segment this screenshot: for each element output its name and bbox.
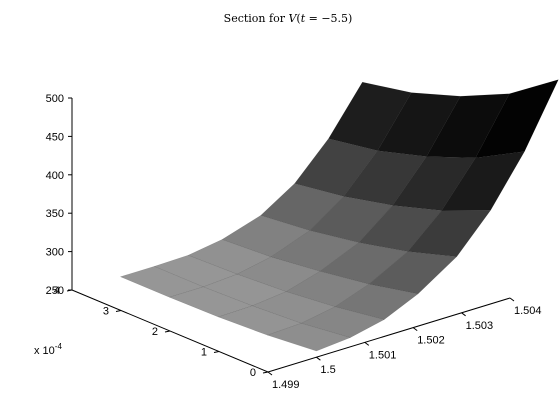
x-tick-mark <box>267 371 273 376</box>
y-tick-mark <box>262 371 269 374</box>
y-axis-multiplier: x 10-4 <box>34 342 62 357</box>
surface-patch <box>169 286 253 318</box>
x-tick-label: 1.499 <box>272 379 300 391</box>
z-tick-label: 350 <box>46 208 64 220</box>
surface-patch <box>407 210 491 257</box>
y-tick-label: 0 <box>250 367 256 379</box>
z-tick-label: 500 <box>46 93 64 105</box>
surface-patch <box>343 150 427 206</box>
x-tick-mark <box>316 356 321 361</box>
y-tick-mark <box>213 351 220 353</box>
surface-patch <box>294 138 378 197</box>
surface-patch <box>368 251 458 294</box>
x-tick-label: 1.5 <box>320 364 335 376</box>
z-tick-label: 400 <box>46 170 64 182</box>
surface <box>120 79 559 352</box>
x-tick-label: 1.503 <box>466 320 494 332</box>
y-tick-label: 4 <box>54 285 60 297</box>
x-tick-mark <box>412 327 418 332</box>
x-tick-mark <box>364 341 370 346</box>
y-tick-mark <box>115 310 122 312</box>
x-tick-mark <box>461 312 466 317</box>
surface-patch <box>377 92 461 157</box>
surface-patch <box>441 151 525 211</box>
z-tick-label: 450 <box>46 131 64 143</box>
y-tick-label: 3 <box>103 306 109 318</box>
x-tick-label: 1.502 <box>417 335 445 347</box>
y-tick-mark <box>164 330 171 333</box>
chart-title: Section for V(t = −5.5) <box>224 12 353 25</box>
x-tick-label: 1.501 <box>369 349 397 361</box>
x-tick-label: 1.504 <box>514 305 542 317</box>
x-axis-line <box>267 297 511 373</box>
surface-patch <box>267 323 351 352</box>
surface-patch <box>392 156 476 211</box>
x-tick-mark <box>509 297 515 302</box>
z-tick-label: 300 <box>46 247 64 259</box>
y-tick-label: 1 <box>201 347 207 359</box>
y-tick-label: 2 <box>152 326 158 338</box>
z-tick-label: 250 <box>46 285 64 297</box>
